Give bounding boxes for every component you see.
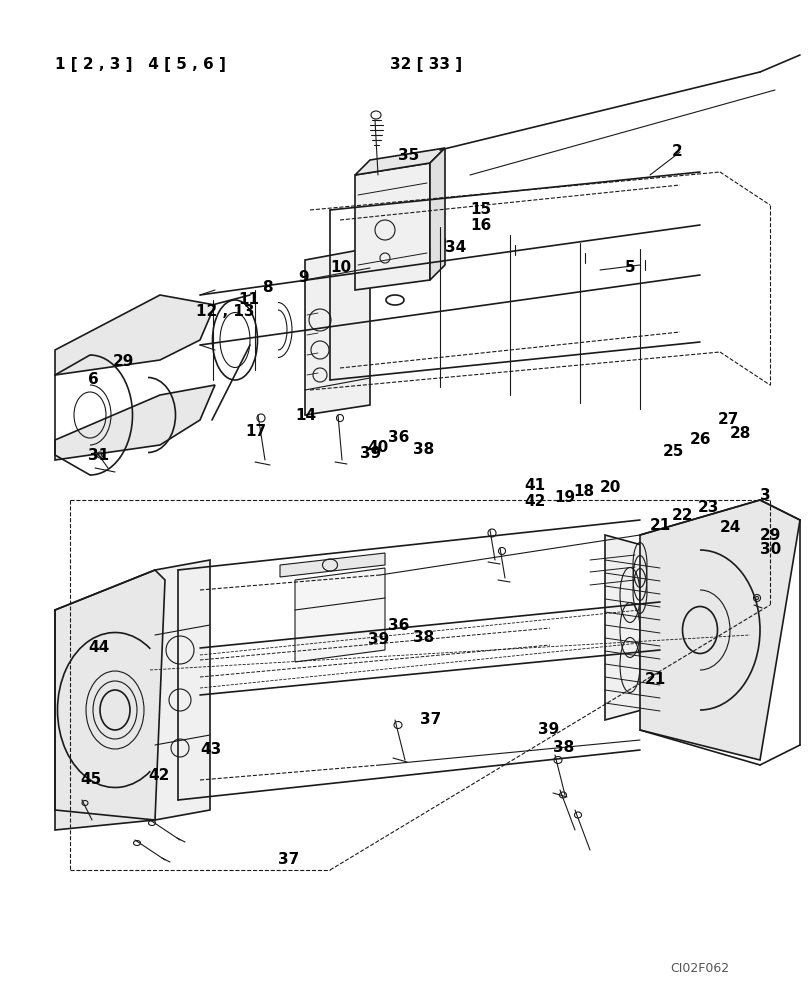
Text: 23: 23	[698, 500, 719, 516]
Text: 29: 29	[113, 355, 134, 369]
Text: 31: 31	[88, 448, 109, 462]
Text: 27: 27	[718, 412, 739, 428]
Text: 38: 38	[553, 740, 574, 756]
Polygon shape	[295, 568, 385, 662]
Text: 19: 19	[554, 490, 575, 506]
Text: 39: 39	[360, 446, 381, 460]
Text: 37: 37	[420, 712, 441, 728]
Text: 43: 43	[200, 742, 221, 758]
Polygon shape	[155, 560, 210, 820]
Text: 40: 40	[367, 440, 389, 456]
Text: 29: 29	[760, 528, 781, 542]
Text: 39: 39	[538, 722, 559, 738]
Text: 17: 17	[245, 424, 266, 440]
Text: 25: 25	[663, 444, 684, 460]
Text: 16: 16	[470, 218, 491, 232]
Text: 35: 35	[398, 147, 419, 162]
Text: 38: 38	[413, 442, 434, 458]
Text: 12 , 13: 12 , 13	[196, 304, 255, 320]
Text: 28: 28	[730, 426, 751, 440]
Polygon shape	[605, 535, 660, 720]
Text: 15: 15	[470, 202, 491, 218]
Text: CI02F062: CI02F062	[671, 962, 730, 974]
Text: 32 [ 33 ]: 32 [ 33 ]	[390, 57, 462, 73]
Polygon shape	[280, 553, 385, 577]
Text: 34: 34	[445, 240, 466, 255]
Text: 42: 42	[524, 494, 545, 510]
Text: 10: 10	[330, 259, 351, 274]
Text: 36: 36	[388, 430, 410, 446]
Text: 39: 39	[368, 633, 389, 648]
Polygon shape	[55, 295, 215, 375]
Polygon shape	[55, 570, 165, 830]
Polygon shape	[55, 385, 215, 460]
Polygon shape	[305, 248, 370, 415]
Text: 6: 6	[88, 372, 99, 387]
Text: 21: 21	[650, 518, 671, 532]
Text: 9: 9	[298, 270, 309, 286]
Text: 11: 11	[238, 292, 259, 308]
Polygon shape	[355, 163, 430, 290]
Text: 24: 24	[720, 520, 742, 536]
Text: 45: 45	[80, 772, 101, 788]
Text: 3: 3	[760, 488, 771, 502]
Polygon shape	[355, 148, 445, 175]
Text: 38: 38	[413, 631, 434, 646]
Text: 14: 14	[295, 408, 316, 422]
Text: 41: 41	[524, 478, 545, 492]
Polygon shape	[430, 148, 445, 280]
Text: 26: 26	[690, 432, 712, 448]
Text: 44: 44	[88, 641, 109, 656]
Text: 21: 21	[645, 672, 667, 688]
Text: 18: 18	[573, 485, 594, 499]
Text: 5: 5	[625, 260, 636, 275]
Text: 20: 20	[600, 481, 621, 495]
Text: 37: 37	[278, 852, 299, 867]
Text: 8: 8	[262, 280, 272, 296]
Text: 30: 30	[760, 542, 781, 558]
Text: 42: 42	[148, 768, 170, 782]
Text: 22: 22	[672, 508, 693, 522]
Text: 36: 36	[388, 617, 410, 633]
Text: 1 [ 2 , 3 ]   4 [ 5 , 6 ]: 1 [ 2 , 3 ] 4 [ 5 , 6 ]	[55, 57, 226, 73]
Text: 2: 2	[672, 144, 683, 159]
Polygon shape	[640, 500, 800, 760]
